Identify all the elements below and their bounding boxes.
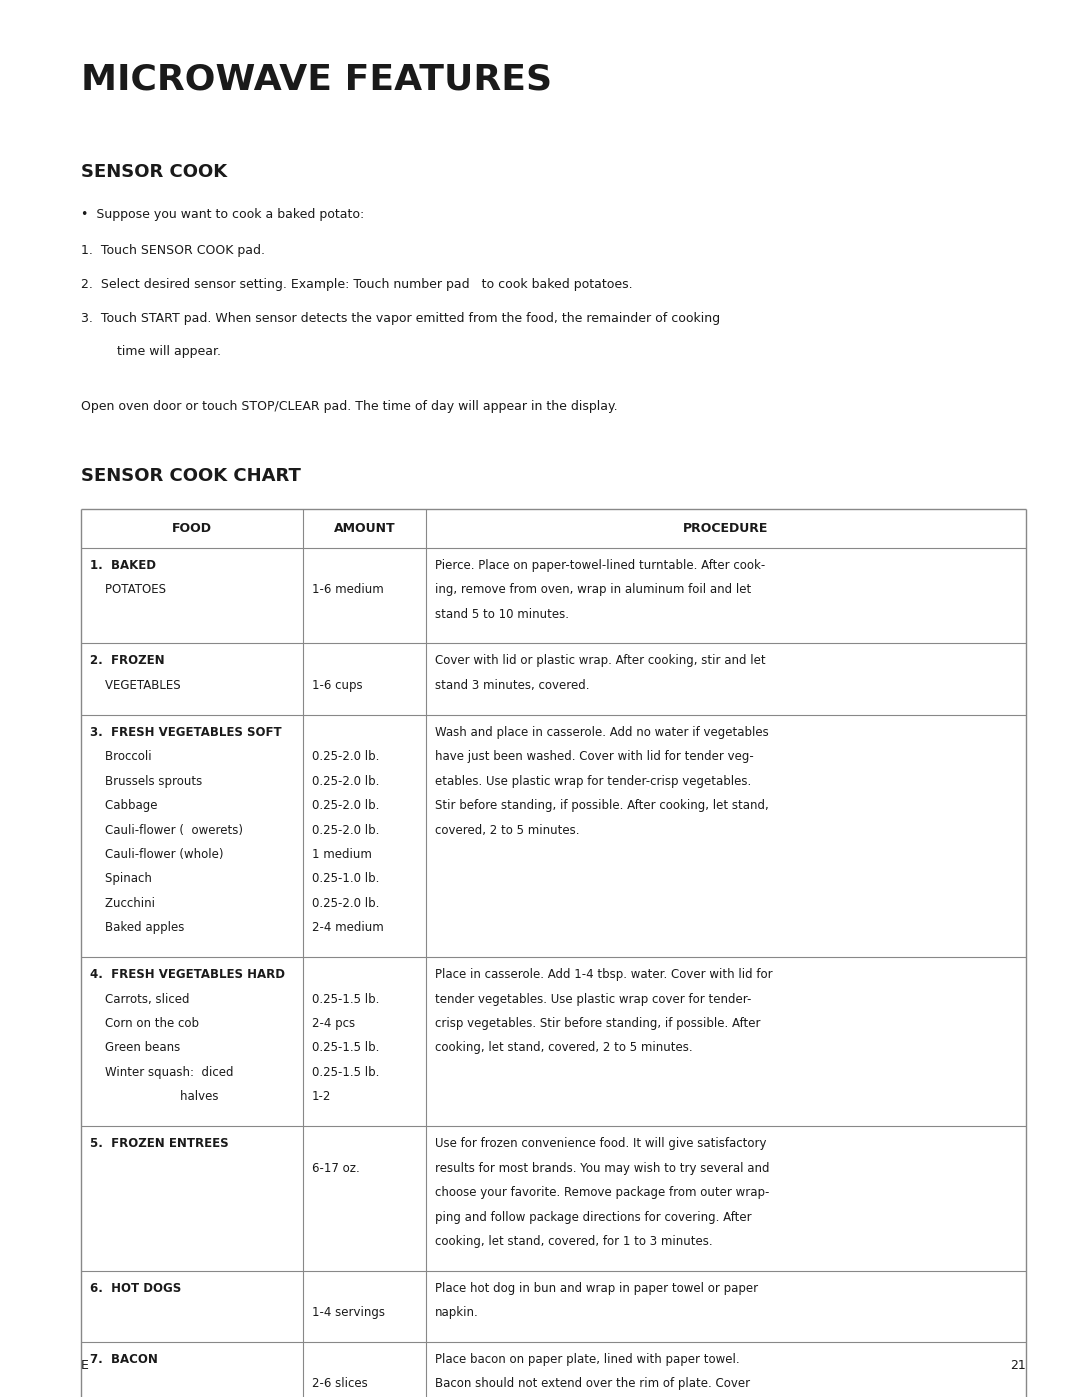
Text: choose your favorite. Remove package from outer wrap-: choose your favorite. Remove package fro…: [434, 1186, 769, 1199]
Text: Green beans: Green beans: [90, 1042, 180, 1055]
Text: E: E: [81, 1359, 89, 1372]
Text: 0.25-2.0 lb.: 0.25-2.0 lb.: [312, 750, 379, 763]
Text: have just been washed. Cover with lid for tender veg-: have just been washed. Cover with lid fo…: [434, 750, 754, 763]
Text: 1.  BAKED: 1. BAKED: [90, 559, 156, 571]
Text: tender vegetables. Use plastic wrap cover for tender-: tender vegetables. Use plastic wrap cove…: [434, 993, 751, 1006]
Text: 1-2: 1-2: [312, 1091, 332, 1104]
Text: Place bacon on paper plate, lined with paper towel.: Place bacon on paper plate, lined with p…: [434, 1354, 739, 1366]
Text: Place hot dog in bun and wrap in paper towel or paper: Place hot dog in bun and wrap in paper t…: [434, 1282, 758, 1295]
Text: Cover with lid or plastic wrap. After cooking, stir and let: Cover with lid or plastic wrap. After co…: [434, 655, 766, 668]
Text: covered, 2 to 5 minutes.: covered, 2 to 5 minutes.: [434, 824, 579, 837]
Text: 1-6 cups: 1-6 cups: [312, 679, 363, 692]
Text: 21: 21: [1010, 1359, 1026, 1372]
Text: napkin.: napkin.: [434, 1306, 478, 1319]
Text: 7.  BACON: 7. BACON: [90, 1354, 158, 1366]
Text: Wash and place in casserole. Add no water if vegetables: Wash and place in casserole. Add no wate…: [434, 726, 768, 739]
Text: 0.25-1.5 lb.: 0.25-1.5 lb.: [312, 1042, 379, 1055]
Text: Pierce. Place on paper-towel-lined turntable. After cook-: Pierce. Place on paper-towel-lined turnt…: [434, 559, 765, 571]
Text: AMOUNT: AMOUNT: [334, 521, 395, 535]
Text: 0.25-1.5 lb.: 0.25-1.5 lb.: [312, 993, 379, 1006]
Text: 1.  Touch SENSOR COOK pad.: 1. Touch SENSOR COOK pad.: [81, 244, 265, 257]
Text: Stir before standing, if possible. After cooking, let stand,: Stir before standing, if possible. After…: [434, 799, 768, 812]
Text: 6.  HOT DOGS: 6. HOT DOGS: [90, 1282, 180, 1295]
Text: Place in casserole. Add 1-4 tbsp. water. Cover with lid for: Place in casserole. Add 1-4 tbsp. water.…: [434, 968, 772, 981]
Text: 0.25-1.5 lb.: 0.25-1.5 lb.: [312, 1066, 379, 1078]
Text: time will appear.: time will appear.: [97, 345, 221, 358]
Text: Corn on the cob: Corn on the cob: [90, 1017, 199, 1030]
Text: 2-4 medium: 2-4 medium: [312, 922, 383, 935]
Text: SENSOR COOK CHART: SENSOR COOK CHART: [81, 467, 301, 485]
Text: cooking, let stand, covered, for 1 to 3 minutes.: cooking, let stand, covered, for 1 to 3 …: [434, 1235, 712, 1248]
Text: Baked apples: Baked apples: [90, 922, 184, 935]
Text: 5.  FROZEN ENTREES: 5. FROZEN ENTREES: [90, 1137, 228, 1150]
Text: 3.  Touch START pad. When sensor detects the vapor emitted from the food, the re: 3. Touch START pad. When sensor detects …: [81, 312, 720, 324]
Text: Bacon should not extend over the rim of plate. Cover: Bacon should not extend over the rim of …: [434, 1377, 750, 1390]
Text: 1-6 medium: 1-6 medium: [312, 584, 383, 597]
Text: 4.  FRESH VEGETABLES HARD: 4. FRESH VEGETABLES HARD: [90, 968, 285, 981]
Text: cooking, let stand, covered, 2 to 5 minutes.: cooking, let stand, covered, 2 to 5 minu…: [434, 1042, 692, 1055]
Text: Use for frozen convenience food. It will give satisfactory: Use for frozen convenience food. It will…: [434, 1137, 766, 1150]
Text: Cauli­flower (whole): Cauli­flower (whole): [90, 848, 224, 861]
Text: ing, remove from oven, wrap in aluminum foil and let: ing, remove from oven, wrap in aluminum …: [434, 584, 751, 597]
Text: etables. Use plastic wrap for tender-crisp vegetables.: etables. Use plastic wrap for tender-cri…: [434, 775, 751, 788]
Text: FOOD: FOOD: [172, 521, 212, 535]
Text: 2.  FROZEN: 2. FROZEN: [90, 655, 164, 668]
Text: results for most brands. You may wish to try several and: results for most brands. You may wish to…: [434, 1162, 769, 1175]
Text: 3.  FRESH VEGETABLES SOFT: 3. FRESH VEGETABLES SOFT: [90, 726, 281, 739]
Text: 2-6 slices: 2-6 slices: [312, 1377, 367, 1390]
Text: Winter squash:  diced: Winter squash: diced: [90, 1066, 233, 1078]
Text: POTATOES: POTATOES: [90, 584, 165, 597]
Text: 0.25-2.0 lb.: 0.25-2.0 lb.: [312, 775, 379, 788]
Text: Spinach: Spinach: [90, 873, 151, 886]
Text: PROCEDURE: PROCEDURE: [684, 521, 769, 535]
Text: 0.25-2.0 lb.: 0.25-2.0 lb.: [312, 897, 379, 909]
Text: stand 5 to 10 minutes.: stand 5 to 10 minutes.: [434, 608, 568, 620]
Text: Brussels sprouts: Brussels sprouts: [90, 775, 202, 788]
Text: 1-4 servings: 1-4 servings: [312, 1306, 384, 1319]
Text: 1 medium: 1 medium: [312, 848, 372, 861]
Text: Zucchini: Zucchini: [90, 897, 154, 909]
Text: 2.  Select desired sensor setting. Example: Touch number pad   to cook baked pot: 2. Select desired sensor setting. Exampl…: [81, 278, 633, 291]
Text: stand 3 minutes, covered.: stand 3 minutes, covered.: [434, 679, 589, 692]
Text: Open oven door or touch STOP/CLEAR pad. The time of day will appear in the displ: Open oven door or touch STOP/CLEAR pad. …: [81, 400, 618, 412]
Text: Carrots, sliced: Carrots, sliced: [90, 993, 189, 1006]
Text: •  Suppose you want to cook a baked potato:: • Suppose you want to cook a baked potat…: [81, 208, 364, 221]
Text: Broccoli: Broccoli: [90, 750, 151, 763]
Text: 0.25-2.0 lb.: 0.25-2.0 lb.: [312, 824, 379, 837]
Text: halves: halves: [90, 1091, 218, 1104]
Text: Cauli­flower (  owerets): Cauli­flower ( owerets): [90, 824, 243, 837]
Text: 0.25-1.0 lb.: 0.25-1.0 lb.: [312, 873, 379, 886]
Text: crisp vegetables. Stir before standing, if possible. After: crisp vegetables. Stir before standing, …: [434, 1017, 760, 1030]
Text: 2-4 pcs: 2-4 pcs: [312, 1017, 355, 1030]
Text: 6-17 oz.: 6-17 oz.: [312, 1162, 360, 1175]
Text: SENSOR COOK: SENSOR COOK: [81, 163, 227, 182]
Text: ping and follow package directions for covering. After: ping and follow package directions for c…: [434, 1211, 752, 1224]
Text: MICROWAVE FEATURES: MICROWAVE FEATURES: [81, 63, 552, 96]
Text: VEGETABLES: VEGETABLES: [90, 679, 180, 692]
Text: Cabbage: Cabbage: [90, 799, 158, 812]
Text: 0.25-2.0 lb.: 0.25-2.0 lb.: [312, 799, 379, 812]
